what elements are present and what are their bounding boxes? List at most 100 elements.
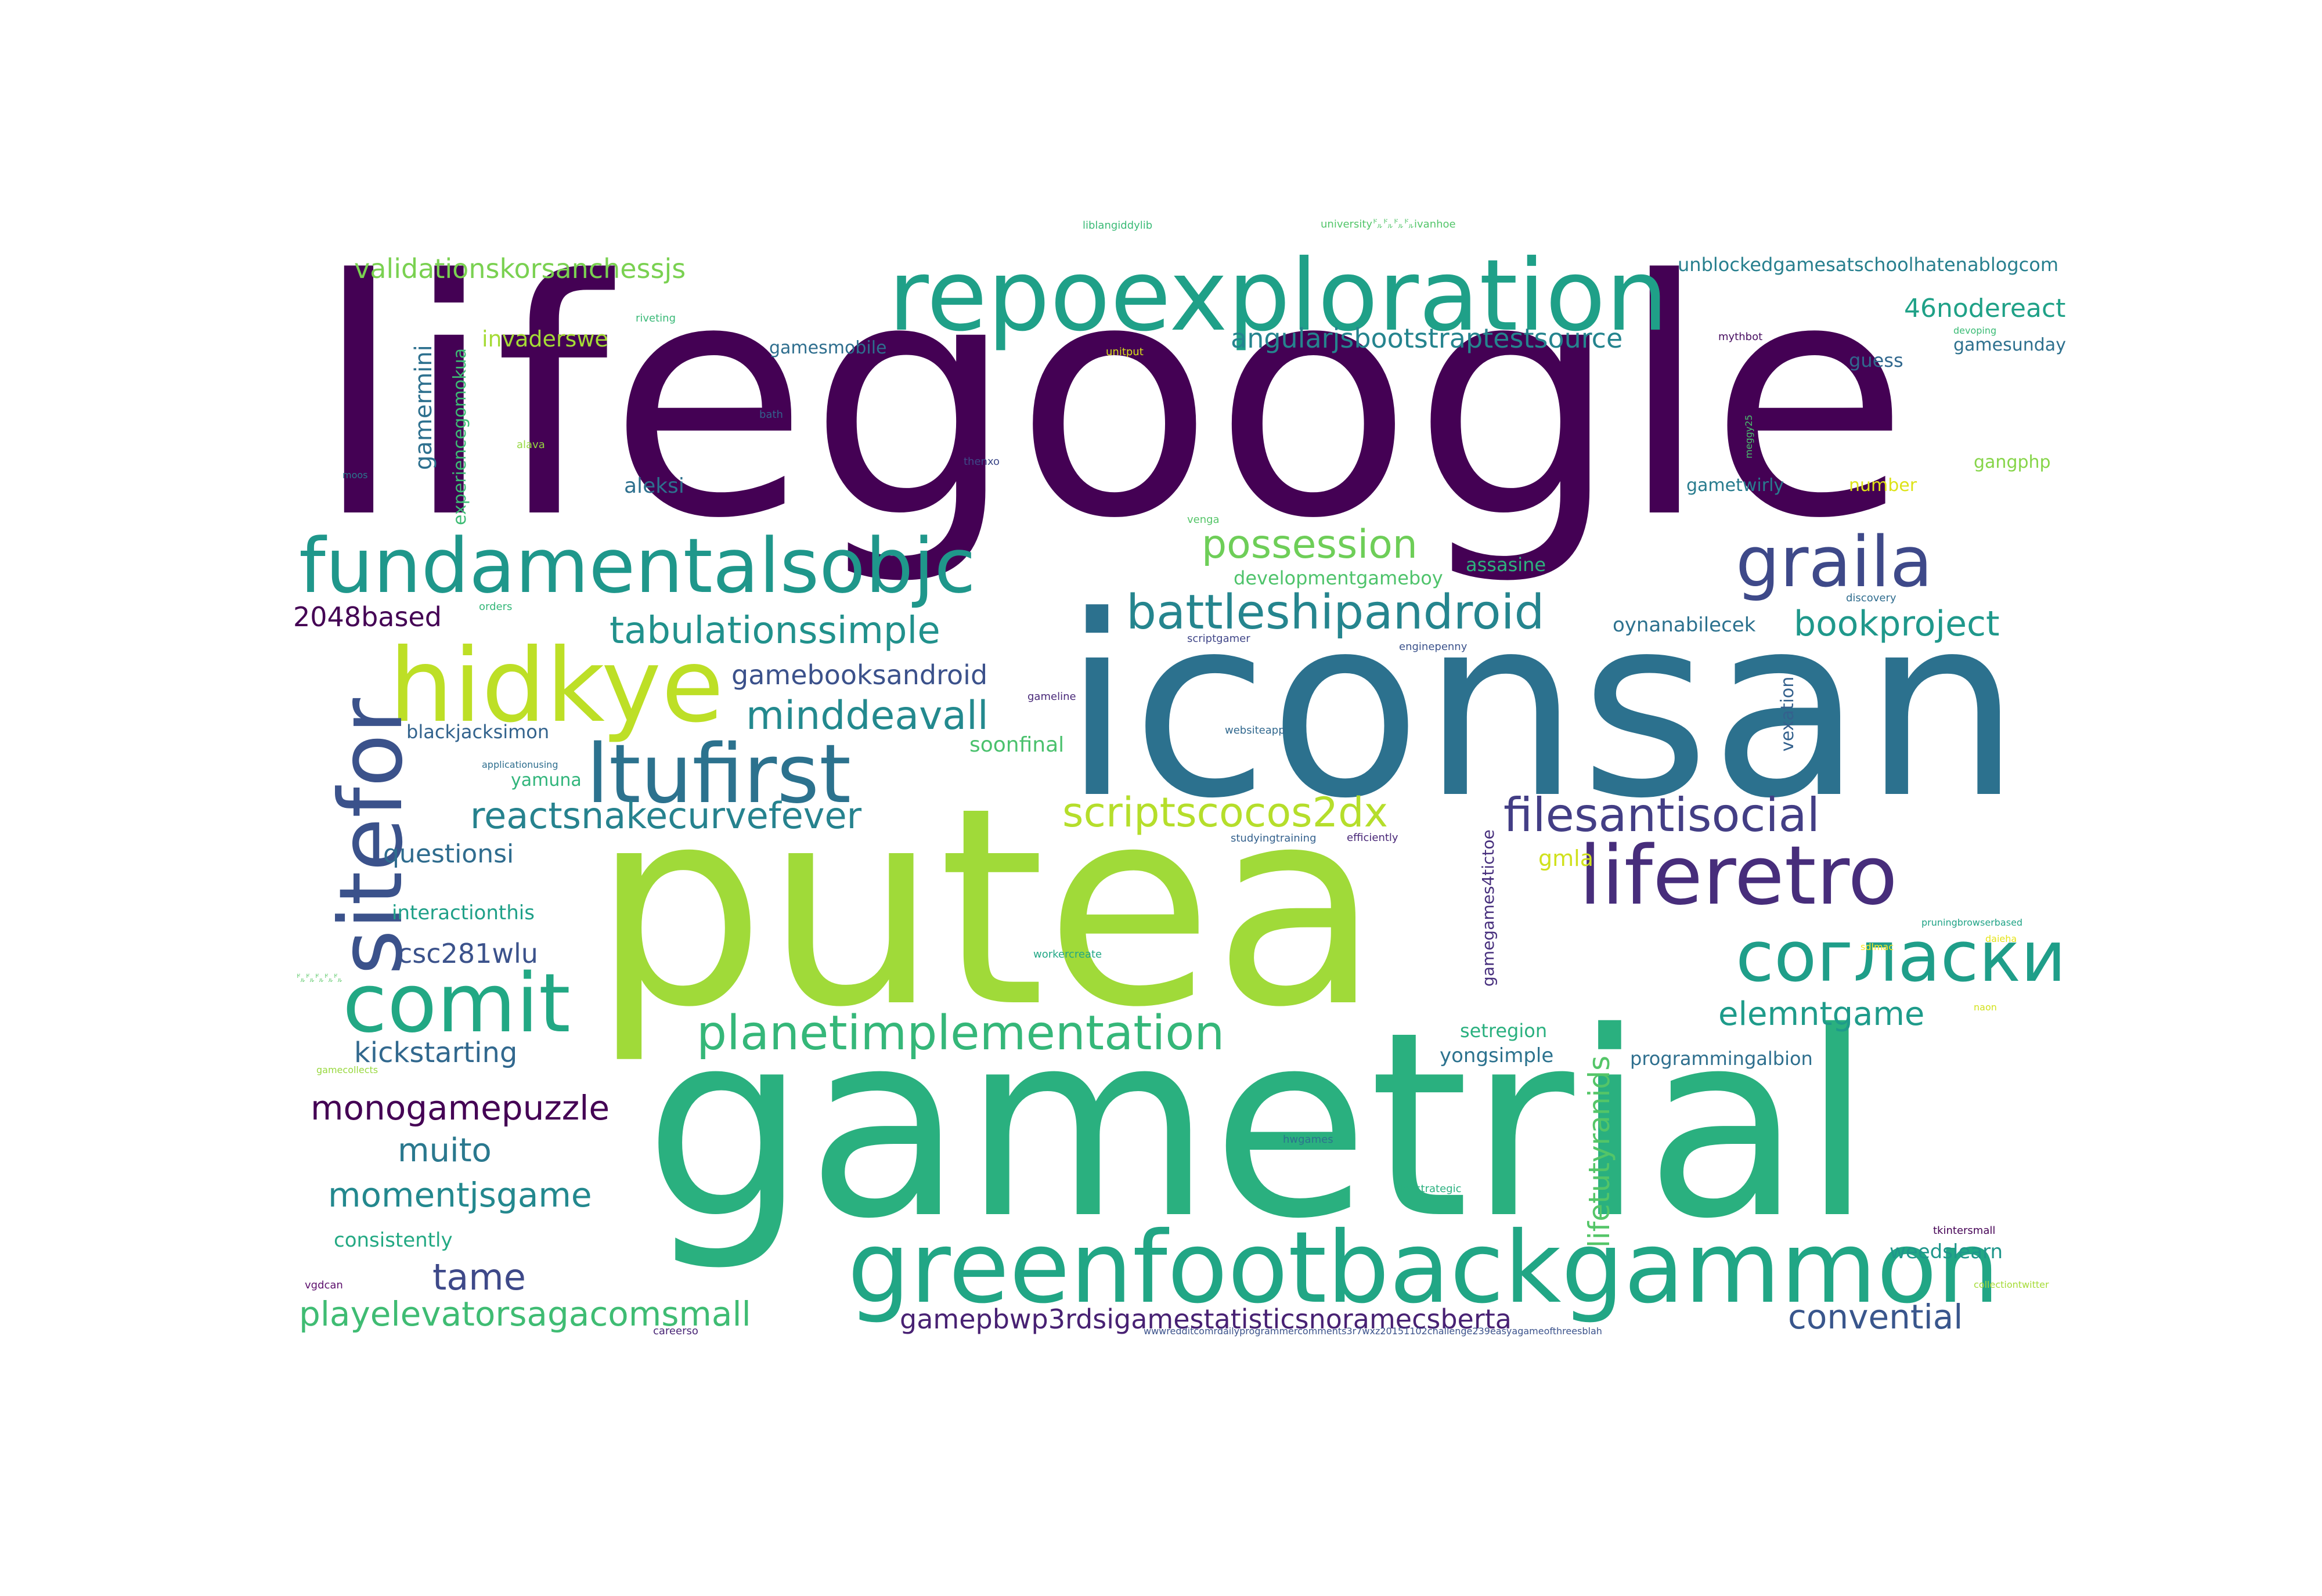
word-gameline: gameline [1027, 691, 1076, 703]
word-soglaski: согласки [1736, 917, 2067, 998]
word-interactionthis: interactionthis [392, 901, 535, 925]
word-devoping: devoping [1953, 325, 1997, 336]
word-gametrial: gametrial [644, 977, 1873, 1274]
word-gamegames4tictoe: gamegames4tictoe [1479, 829, 1498, 987]
word-assasine: assasine [1466, 554, 1546, 576]
word-comit: comit [342, 956, 571, 1051]
word-pruningbrowserbased: pruningbrowserbased [1921, 917, 2023, 928]
word-scriptscocos2dx: scriptscocos2dx [1062, 789, 1389, 836]
word-glyphs: ㌦㌦㌦㌦㌦ [296, 973, 343, 984]
word-46nodereact: 46nodereact [1904, 294, 2066, 323]
word-gangphp: gangphp [1974, 452, 2051, 472]
word-validationskorsanchessjs: validationskorsanchessjs [354, 253, 686, 284]
word-hwgames: hwgames [1283, 1133, 1333, 1146]
word-gamecollects: gamecollects [316, 1064, 378, 1075]
word-vexation: vexation [1777, 676, 1798, 752]
word-liblangiddylib: liblangiddylib [1083, 219, 1153, 232]
word-momentjsgame: momentjsgame [328, 1175, 592, 1215]
word-ltufirst: ltufirst [586, 727, 852, 822]
word-collectiontwitter: collectiontwitter [1974, 1279, 2049, 1290]
word-naon: naon [1974, 1002, 1997, 1013]
word-monogamepuzzle: monogamepuzzle [311, 1088, 610, 1128]
word-consistently: consistently [334, 1229, 453, 1252]
word-iconsan: iconsan [1062, 563, 2021, 853]
word-2048based: 2048based [293, 601, 442, 633]
word-reddit-url: wwwredditcomrdailyprogrammercomments3r7w… [1144, 1326, 1602, 1337]
word-oynanabilecek: oynanabilecek [1613, 613, 1756, 637]
word-studyingtraining: studyingtraining [1231, 832, 1317, 844]
word-guess: guess [1849, 349, 1903, 371]
word-blackjacksimon: blackjacksimon [406, 721, 550, 743]
word-discovery: discovery [1846, 592, 1896, 604]
word-scriptgamer: scriptgamer [1187, 633, 1250, 645]
word-yongsimple: yongsimple [1440, 1044, 1554, 1067]
word-weedslearn: weedslearn [1890, 1240, 2003, 1263]
word-programmingalbion: programmingalbion [1630, 1048, 1813, 1070]
word-workercreate: workercreate [1033, 948, 1102, 961]
word-applicationusing: applicationusing [482, 759, 558, 770]
word-questionsi: questionsi [383, 839, 514, 869]
word-csc281wlu: csc281wlu [398, 938, 538, 969]
word-kickstarting: kickstarting [354, 1037, 518, 1069]
word-daieha: daieha [1985, 933, 2017, 944]
word-lifetutyranids: lifetutyranids [1582, 1055, 1616, 1248]
word-unitput: unitput [1106, 346, 1144, 358]
word-sitefor: sitefor [321, 698, 422, 975]
word-lifegoogle: lifegoogle [313, 211, 1910, 590]
word-reactsnakecurvefever: reactsnakecurvefever [470, 795, 862, 837]
word-tkintersmall: tkintersmall [1933, 1225, 1996, 1237]
word-websiteapp: websiteapp [1225, 724, 1285, 736]
word-bath: bath [759, 409, 783, 421]
word-sdlmac: sdlmac [1861, 941, 1894, 952]
word-putea: putea [592, 749, 1380, 1067]
word-careerso: careerso [653, 1325, 698, 1337]
word-gamesunday: gamesunday [1953, 335, 2066, 355]
word-moos: moos [342, 470, 368, 481]
word-unblockedgamesatschoolhatenablogcom: unblockedgamesatschoolhatenablogcom [1678, 254, 2058, 276]
word-minddeavall: minddeavall [746, 693, 989, 739]
word-gametwirly: gametwirly [1686, 475, 1784, 496]
word-tabulationssimple: tabulationssimple [610, 609, 940, 652]
word-mythbot: mythbot [1718, 331, 1763, 343]
word-venga: venga [1187, 514, 1220, 526]
word-repoexploration: repoexploration [888, 239, 1668, 353]
word-muito: muito [398, 1132, 492, 1169]
word-yamuna: yamuna [511, 770, 582, 790]
word-meggy25: meggy25 [1743, 414, 1754, 458]
word-number: number [1849, 475, 1917, 496]
word-convential: convential [1788, 1297, 1963, 1337]
word-gamepbwp3rdsigamestatisticsnoramecsberta: gamepbwp3rdsigamestatisticsnoramecsberta [900, 1303, 1512, 1335]
word-fundamentalsobjc: fundamentalsobjc [299, 522, 976, 610]
word-enginepenny: enginepenny [1399, 641, 1468, 653]
word-battleshipandroid: battleshipandroid [1126, 585, 1545, 640]
word-graila: graila [1736, 522, 1933, 603]
word-invaderswe: invaderswe [482, 326, 608, 352]
word-gamermini: gamermini [410, 345, 437, 470]
word-thenxo: thenxo [964, 456, 1000, 468]
word-soonfinal: soonfinal [969, 733, 1065, 757]
word-alava: alava [517, 439, 545, 451]
word-gamebooksandroid: gamebooksandroid [731, 659, 988, 691]
word-hidkye: hidkye [389, 627, 724, 745]
word-setregion: setregion [1460, 1020, 1548, 1042]
word-gmla: gmla [1538, 846, 1593, 871]
word-aleksi: aleksi [624, 474, 684, 498]
word-greenfootbackgammon: greenfootbackgammon [848, 1211, 2000, 1326]
word-developmentgameboy: developmentgameboy [1234, 567, 1443, 589]
word-bookproject: bookproject [1794, 604, 2000, 644]
word-playelevatorsagacomsmall: playelevatorsagacomsmall [299, 1294, 751, 1334]
word-efficiently: efficiently [1347, 832, 1398, 844]
word-devstrategic: devstrategic [1396, 1183, 1462, 1195]
word-planetimplementation: planetimplementation [697, 1006, 1225, 1061]
word-university: university㌦㌦㌦㌦ivanhoe [1321, 218, 1456, 230]
word-experiencegomokua: experiencegomokua [450, 348, 470, 525]
word-filesantisocial: filesantisocial [1503, 788, 1820, 842]
word-angularjsbootstraptestsource: angularjsbootstraptestsource [1231, 323, 1623, 354]
word-tame: tame [432, 1256, 526, 1298]
word-liferetro: liferetro [1579, 829, 1898, 923]
word-possession: possession [1202, 522, 1418, 568]
word-riveting: riveting [636, 312, 676, 324]
word-elemntgame: elemntgame [1718, 995, 1925, 1033]
word-gamesmobile: gamesmobile [769, 338, 887, 358]
